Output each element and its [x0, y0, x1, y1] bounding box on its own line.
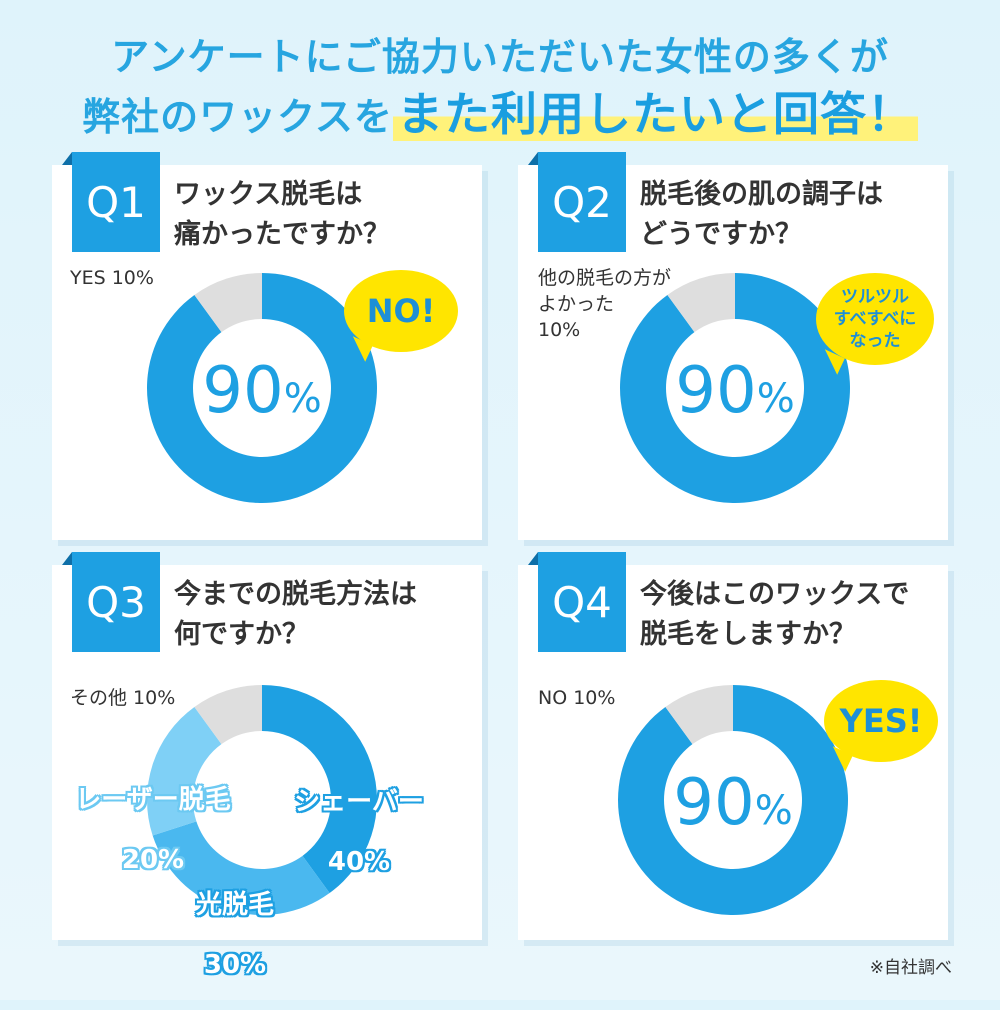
headline-highlight: また利用したいと回答！	[392, 87, 918, 141]
footnote: ※自社調べ	[869, 958, 952, 978]
slice-label-value: 40%	[327, 847, 391, 877]
center-number: 90	[673, 766, 754, 840]
center-number: 90	[202, 354, 283, 428]
speech-bubble: NO!	[344, 270, 458, 362]
slice-label-name: レーザー脱毛	[75, 785, 231, 815]
question-text-line-2: 脱毛をしますか？	[640, 619, 856, 650]
center-number: 90	[675, 354, 756, 428]
donut-slice-1	[618, 685, 848, 915]
headline-prefix: 弊社のワックスを	[82, 95, 393, 139]
minor-label: NO 10%	[538, 687, 616, 709]
question-text: 今までの脱毛方法は 何ですか？	[174, 575, 474, 655]
donut-center-value: 90%	[675, 354, 794, 428]
question-text: ワックス脱毛は 痛かったですか？	[174, 175, 474, 255]
donut-slice-1	[146, 273, 377, 503]
donut-slice-2	[665, 685, 733, 745]
question-text-line-1: ワックス脱毛は	[174, 179, 363, 210]
donut-center-value: 90%	[202, 354, 321, 428]
question-tag: Q1	[62, 152, 160, 252]
headline-line-2: 弊社のワックスをまた利用したいと回答！	[0, 78, 1000, 144]
question-card-q3: Q3 今までの脱毛方法は 何ですか？ その他 10% シェーバー 40% 光脱毛…	[52, 552, 482, 980]
question-tag: Q4	[528, 552, 626, 652]
donut-slice-4	[194, 685, 262, 745]
question-text: 脱毛後の肌の調子は どうですか？	[640, 175, 940, 255]
question-card-q2: Q2 脱毛後の肌の調子は どうですか？ 他の脱毛の方が よかった 10% 90%…	[518, 152, 948, 540]
minor-label: YES 10%	[70, 267, 154, 289]
donut-slice-2	[152, 821, 330, 915]
slice-label-name: シェーバー	[294, 787, 424, 817]
question-card-q4: Q4 今後はこのワックスで 脱毛をしますか？ NO 10% 90% YES!	[518, 552, 948, 940]
question-text-line-1: 脱毛後の肌の調子は	[640, 179, 883, 210]
slice-label-light-hair-removal: 光脱毛 30%	[180, 860, 290, 1010]
donut-chart: 90%	[620, 273, 850, 503]
speech-bubble: ツルツル すべすべに なった	[816, 273, 934, 375]
slice-label-value: 30%	[203, 950, 267, 980]
speech-bubble: YES!	[824, 680, 938, 772]
question-text-line-1: 今までの脱毛方法は	[174, 579, 417, 610]
slice-label-name: 光脱毛	[195, 890, 274, 920]
slice-label-value: 20%	[121, 845, 185, 875]
donut-chart: 90%	[618, 685, 848, 915]
headline-line-1: アンケートにご協力いただいた女性の多くが	[111, 35, 889, 79]
minor-label: 他の脱毛の方が よかった 10%	[538, 267, 672, 341]
donut-center-value: 90%	[673, 766, 792, 840]
bubble-text: ツルツル すべすべに なった	[833, 287, 917, 351]
donut-slice-2	[194, 273, 262, 333]
question-text-line-1: 今後はこのワックスで	[640, 579, 910, 610]
bubble-text: YES!	[839, 702, 923, 740]
question-text: 今後はこのワックスで 脱毛をしますか？	[640, 575, 940, 655]
donut-slice-1	[620, 273, 850, 503]
slice-label-laser: レーザー脱毛 20%	[68, 755, 238, 905]
donut-chart	[147, 685, 377, 915]
donut-slice-1	[262, 685, 377, 894]
question-text-line-2: 何ですか？	[174, 619, 309, 650]
minor-label: その他 10%	[70, 687, 176, 709]
center-unit: %	[284, 376, 322, 422]
question-text-line-2: どうですか？	[640, 219, 802, 250]
center-unit: %	[755, 788, 793, 834]
donut-slice-3	[147, 706, 222, 836]
donut-slice-2	[667, 273, 735, 333]
donut-chart: 90%	[146, 273, 377, 503]
question-tag: Q3	[62, 552, 160, 652]
question-tag: Q2	[528, 152, 626, 252]
bubble-text: NO!	[366, 292, 436, 330]
question-text-line-2: 痛かったですか？	[174, 219, 390, 250]
center-unit: %	[757, 376, 795, 422]
slice-label-shaver: シェーバー 40%	[284, 757, 434, 907]
question-card-q1: Q1 ワックス脱毛は 痛かったですか？ YES 10% 90% NO!	[52, 152, 482, 540]
